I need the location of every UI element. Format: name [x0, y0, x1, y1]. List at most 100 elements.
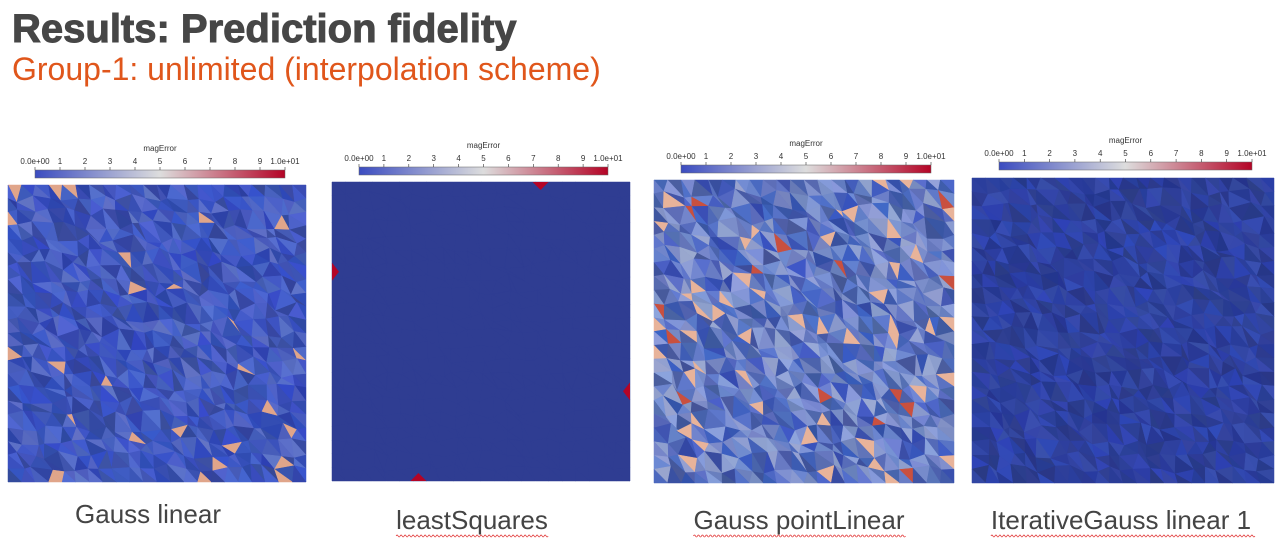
panel: magError 0.0e+00 1 2 3 4 5 6 7 8 9 1.0e+01 Iterative…: [971, 136, 1275, 538]
colorbar-tick-label: 5: [804, 152, 809, 161]
mesh-cell: [816, 470, 832, 484]
mesh-cell: [926, 465, 941, 484]
colorbar-tick-label: 7: [208, 157, 213, 166]
mesh-cell: [358, 470, 374, 482]
colorbar-tick-label: 2: [83, 157, 88, 166]
spellcheck-underline: [395, 534, 549, 538]
mesh-cell: [260, 463, 280, 483]
colorbar: [680, 164, 932, 174]
colorbar-tick-label: 4: [1098, 149, 1103, 158]
colorbar-tick-label: 4: [133, 157, 138, 166]
mesh-cell: [790, 469, 805, 484]
mesh-cell: [884, 470, 901, 484]
mesh-image: [971, 177, 1275, 484]
colorbar-tick-label: 7: [1174, 149, 1179, 158]
mesh-cell: [521, 465, 536, 482]
mesh-cell: [912, 467, 928, 484]
mesh-cell: [612, 468, 631, 482]
colorbar-tick-label: 8: [879, 152, 884, 161]
mesh-cell: [383, 471, 401, 482]
mesh-cell: [1215, 470, 1234, 484]
mesh-hotspot: [623, 382, 630, 401]
colorbar-label: magError: [467, 141, 501, 150]
colorbar-label: magError: [1109, 136, 1143, 145]
colorbar-tick-label: 1.0e+01: [593, 154, 623, 163]
colorbar-tick-label: 8: [556, 154, 561, 163]
mesh-cell: [48, 469, 63, 483]
colorbar-tick-label: 9: [1224, 149, 1229, 158]
mesh-cell: [506, 465, 523, 482]
colorbar-tick-label: 0.0e+00: [984, 149, 1014, 158]
colorbar-tick-label: 4: [456, 154, 461, 163]
mesh-hotspot: [532, 182, 549, 190]
mesh-cell: [762, 473, 778, 484]
panel-caption: Gauss linear: [75, 499, 221, 529]
mesh-cell: [1109, 465, 1124, 484]
mesh-cell: [74, 470, 91, 483]
panel: magError 0.0e+00 1 2 3 4 5 6 7 8 9 1.0e+01 leastSqua…: [331, 141, 631, 538]
mesh-cell: [749, 471, 764, 484]
colorbar-tick-label: 3: [431, 154, 436, 163]
colorbar-tick-label: 1: [704, 152, 709, 161]
mesh-cell: [680, 472, 696, 484]
mesh-cell: [830, 464, 846, 484]
mesh-cell: [61, 471, 77, 483]
mesh-cell: [1095, 470, 1110, 484]
mesh-cell: [971, 468, 987, 484]
mesh-cell: [435, 468, 455, 482]
colorbar-tick-label: 2: [729, 152, 734, 161]
mesh-cell: [774, 469, 792, 484]
panel: magError 0.0e+00 1 2 3 4 5 6 7 8 9 1.0e+01 Gauss lin…: [7, 144, 307, 529]
colorbar-tick-label: 8: [233, 157, 238, 166]
mesh-cell: [940, 469, 955, 484]
colorbar-tick-label: 4: [779, 152, 784, 161]
mesh-cell: [87, 468, 104, 483]
mesh-image: [331, 181, 631, 482]
colorbar-tick-label: 7: [531, 154, 536, 163]
mesh-cell: [21, 468, 36, 483]
colorbar: [998, 161, 1253, 171]
mesh-cell: [395, 469, 415, 482]
mesh-cell: [1081, 471, 1097, 484]
mesh-cell: [1132, 468, 1152, 484]
mesh-cell: [1119, 470, 1138, 484]
mesh-cell: [548, 467, 563, 482]
colorbar-tick-label: 0.0e+00: [20, 157, 50, 166]
colorbar-tick-label: 6: [183, 157, 188, 166]
mesh-cell: [721, 472, 737, 484]
mesh-cell: [1010, 463, 1028, 484]
mesh-image: [7, 184, 307, 483]
mesh-cell: [331, 466, 347, 482]
mesh-cell: [111, 467, 131, 483]
mesh-cell: [237, 466, 253, 483]
colorbar: [358, 166, 609, 176]
colorbar-tick-label: 6: [506, 154, 511, 163]
mesh-cell: [250, 463, 266, 483]
colorbar-tick-label: 2: [407, 154, 412, 163]
mesh-cell: [183, 468, 199, 483]
slide-subtitle: Group-1: unlimited (interpolation scheme…: [12, 51, 601, 87]
mesh-cell: [734, 468, 751, 484]
colorbar-tick-label: 3: [108, 157, 113, 166]
mesh-cell: [1150, 467, 1165, 484]
mesh-cell: [694, 471, 710, 484]
colorbar-tick-label: 0.0e+00: [666, 152, 696, 161]
colorbar-tick-label: 1: [1022, 149, 1027, 158]
colorbar-tick-label: 0.0e+00: [344, 154, 374, 163]
mesh-cell: [1160, 468, 1179, 484]
colorbar-tick-label: 1: [58, 157, 63, 166]
mesh-cell: [153, 468, 172, 483]
mesh-cell: [7, 467, 23, 483]
mesh-cell: [1025, 465, 1042, 484]
mesh-cell: [224, 466, 239, 483]
mesh-cell: [575, 468, 591, 482]
colorbar-tick-label: 5: [158, 157, 163, 166]
colorbar-tick-label: 3: [1073, 149, 1078, 158]
mesh-cell: [463, 469, 482, 482]
mesh-cell: [29, 466, 50, 483]
mesh-cell: [867, 466, 887, 484]
mesh-cell: [856, 463, 873, 484]
colorbar-tick-label: 1.0e+01: [270, 157, 300, 166]
mesh-cell: [340, 468, 360, 482]
